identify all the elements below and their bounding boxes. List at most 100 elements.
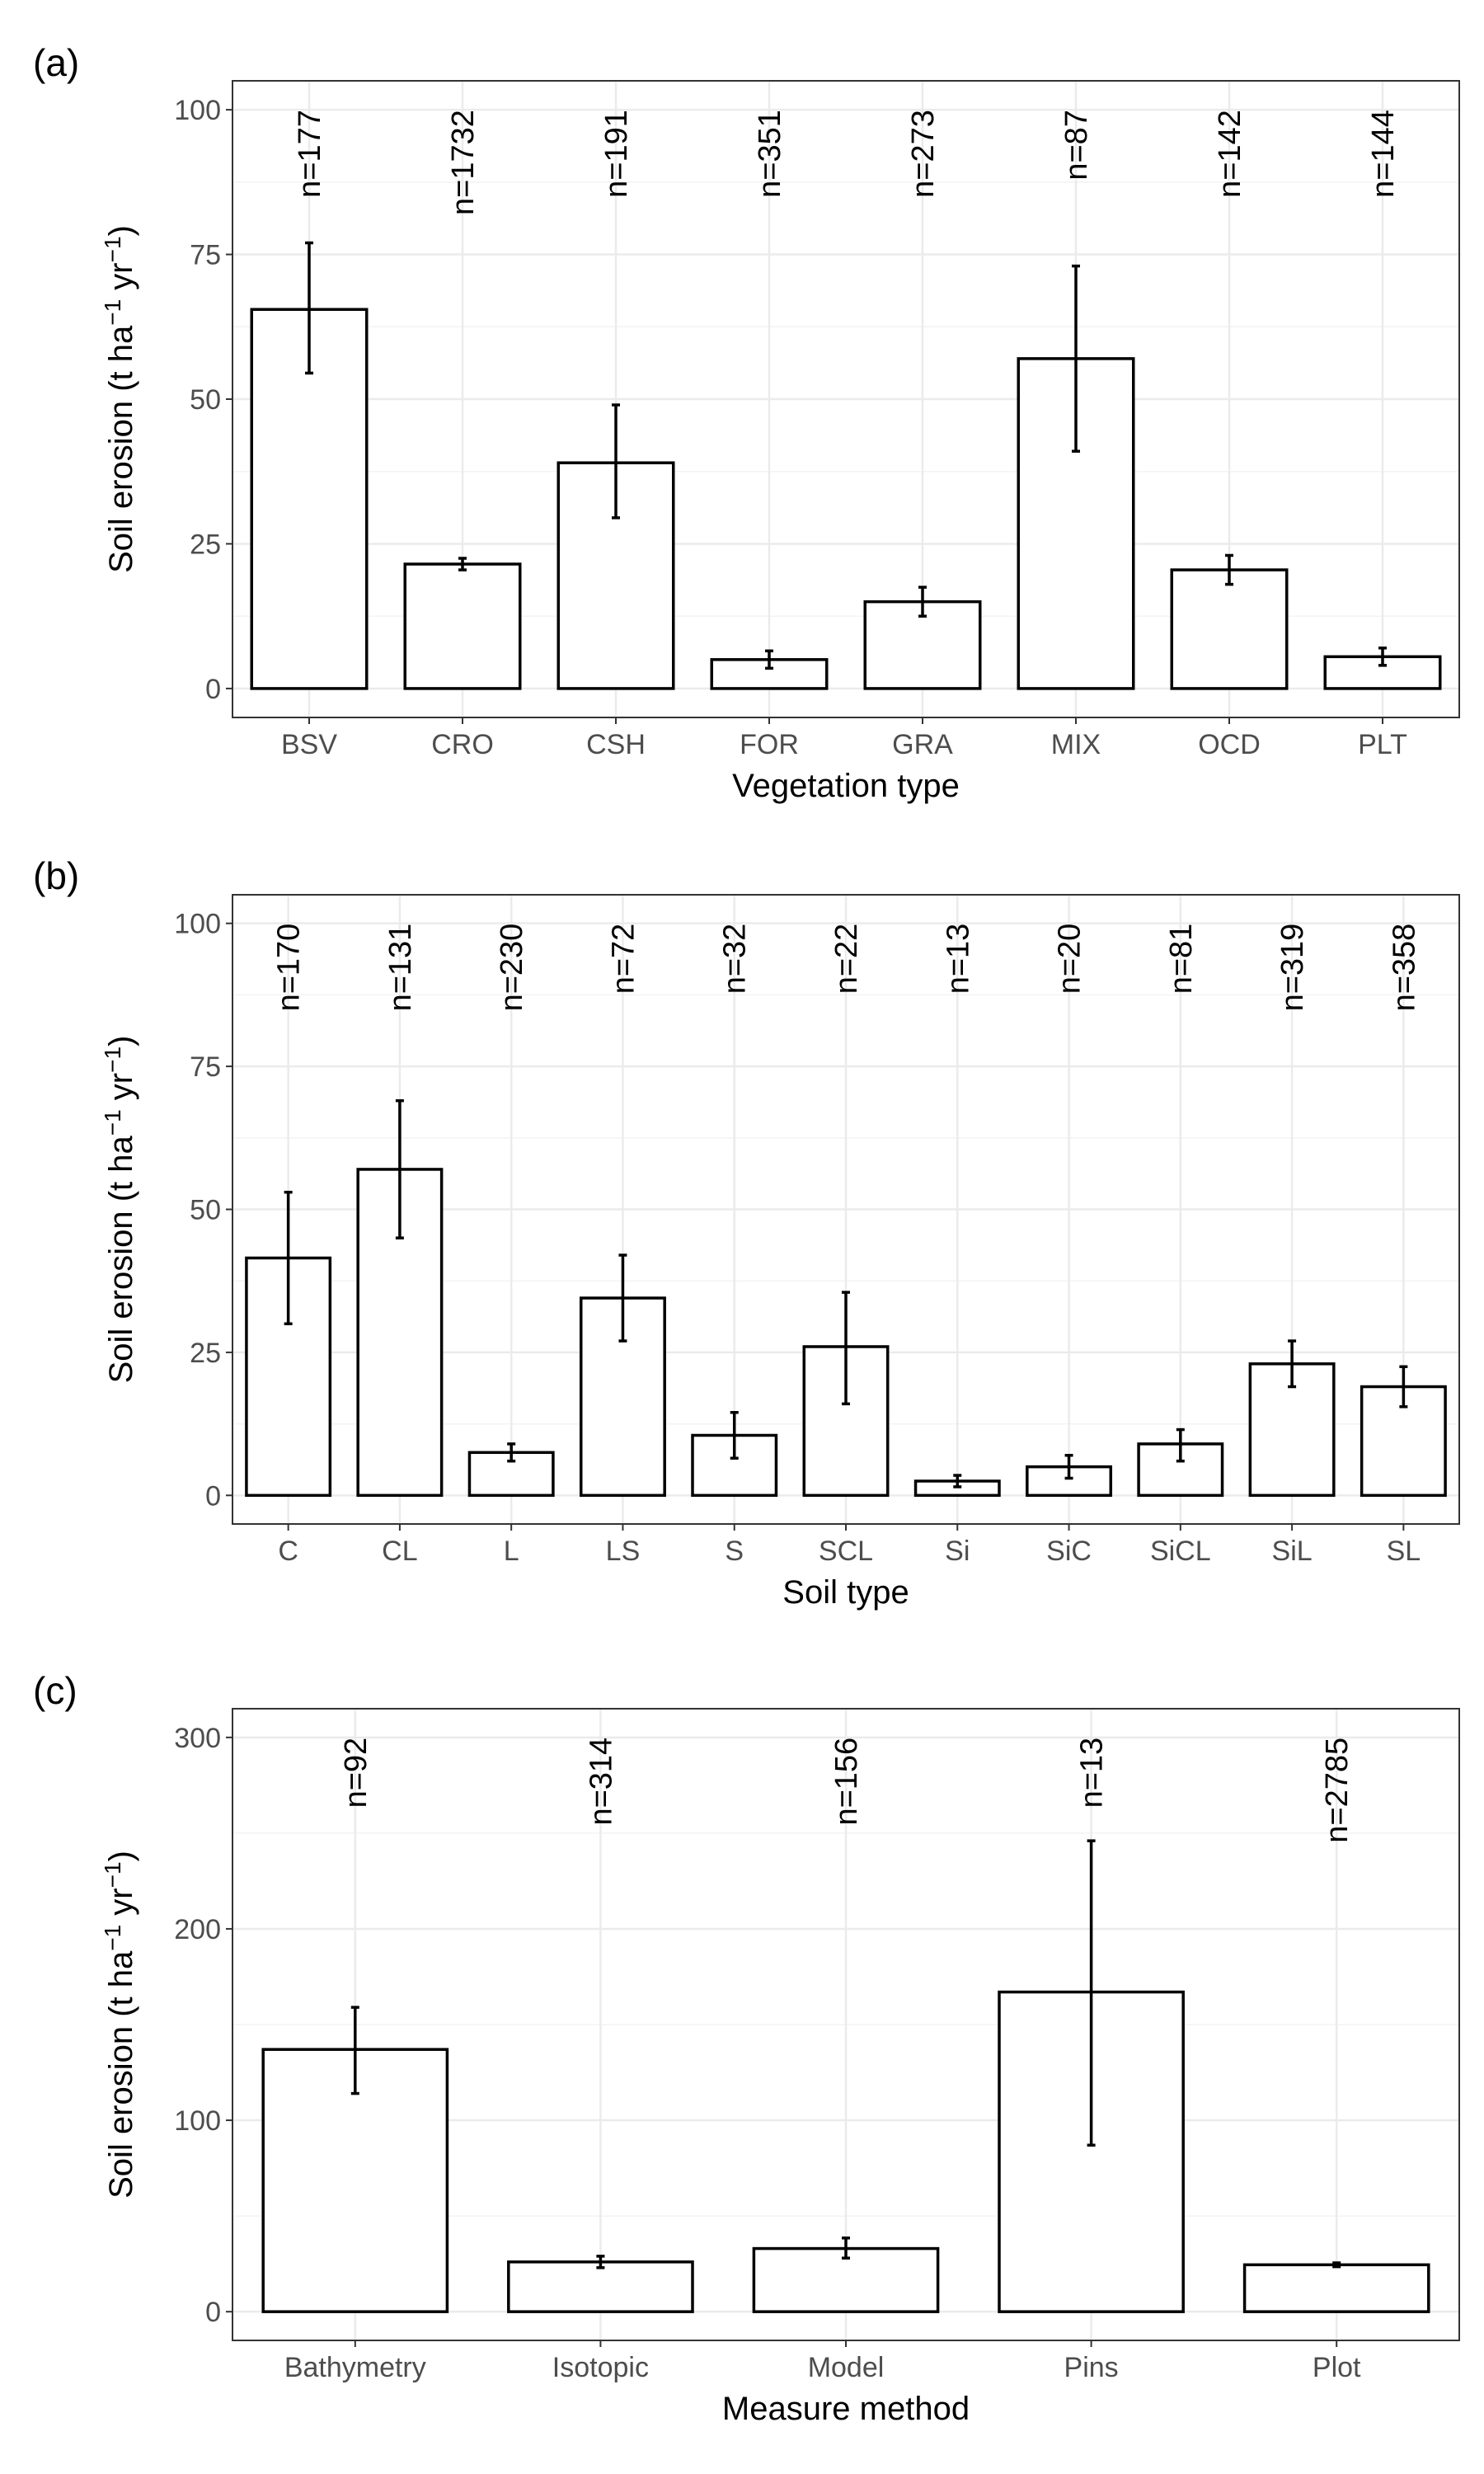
- y-tick-label: 25: [190, 1338, 221, 1369]
- n-label: n=358: [1387, 924, 1421, 1012]
- panel-label: (c): [33, 1669, 77, 1712]
- n-label: n=87: [1059, 110, 1094, 181]
- error-bar-Plot: [1332, 2261, 1341, 2269]
- y-axis-title-superscript: −1: [100, 1925, 125, 1951]
- bar-Plot: [1242, 2263, 1430, 2313]
- n-label: n=2785: [1320, 1738, 1355, 1843]
- x-tick-label: SCL: [819, 1536, 873, 1567]
- x-tick-label: SiL: [1272, 1536, 1313, 1567]
- y-axis-title-part: Soil erosion (t ha: [103, 325, 139, 573]
- error-bar-SiCL: [1176, 1427, 1185, 1463]
- n-label: n=351: [753, 110, 787, 198]
- x-axis-title: Soil type: [782, 1574, 909, 1611]
- error-bar-S: [730, 1410, 739, 1460]
- y-tick-label: 200: [174, 1914, 221, 1945]
- n-label: n=191: [599, 110, 634, 198]
- panel-c: (c) n=92 n=314 n=156 n=13 n=2785 0 100 200 300 Bat…: [33, 1669, 1460, 2427]
- n-label: n=1732: [446, 110, 481, 215]
- x-tick-label: FOR: [740, 729, 799, 760]
- x-tick-label: GRA: [892, 729, 953, 760]
- y-axis-title: Soil erosion (t ha−1 yr−1): [100, 1851, 139, 2199]
- x-tick-label: S: [725, 1536, 744, 1567]
- x-tick-label: MIX: [1051, 729, 1101, 760]
- x-tick-label: SiC: [1046, 1536, 1092, 1567]
- panel-b: (b) n=170 n=131 n=230 n=72 n=32 n=22 n=13 n=20 n=…: [33, 854, 1460, 1611]
- error-bar-L: [507, 1442, 516, 1463]
- n-label: n=131: [383, 924, 418, 1012]
- error-bar-OCD: [1225, 553, 1233, 586]
- y-axis-title-superscript: −1: [100, 299, 125, 326]
- y-axis-title-part: yr: [103, 1073, 139, 1109]
- bar-CRO: [403, 562, 522, 690]
- x-tick-label: SiCL: [1150, 1536, 1211, 1567]
- x-tick-label: CL: [382, 1536, 417, 1567]
- error-bar-SL: [1399, 1365, 1408, 1409]
- x-tick-label: Plot: [1313, 2352, 1361, 2383]
- error-bar-Si: [953, 1474, 962, 1489]
- n-label: n=177: [293, 110, 327, 198]
- y-axis-title-part: ): [103, 225, 139, 236]
- x-tick-label: Isotopic: [552, 2352, 649, 2383]
- x-axis-title: Vegetation type: [732, 768, 960, 804]
- n-label: n=273: [906, 110, 941, 198]
- n-label: n=92: [339, 1738, 373, 1808]
- y-tick-label: 300: [174, 1723, 221, 1754]
- y-axis-title-part: Soil erosion (t ha: [103, 1135, 139, 1383]
- y-axis-title-superscript: −1: [100, 236, 125, 262]
- y-tick-label: 0: [205, 2297, 221, 2328]
- error-bar-CL: [395, 1098, 404, 1239]
- y-axis-title-part: ): [103, 1851, 139, 1861]
- error-bar-FOR: [765, 649, 773, 670]
- x-axis-title: Measure method: [722, 2391, 970, 2427]
- x-tick-label: LS: [606, 1536, 641, 1567]
- x-tick-label: OCD: [1198, 729, 1261, 760]
- panel-label: (b): [33, 854, 79, 897]
- error-bar-SCL: [842, 1291, 850, 1406]
- n-label: n=230: [495, 924, 529, 1012]
- y-axis-title-part: yr: [103, 262, 139, 299]
- error-bar-C: [284, 1190, 293, 1325]
- x-tick-label: Bathymetry: [284, 2352, 426, 2383]
- y-axis-title-superscript: −1: [100, 1861, 125, 1888]
- x-tick-label: PLT: [1358, 729, 1407, 760]
- n-label: n=32: [718, 924, 753, 995]
- x-tick-label: Model: [808, 2352, 885, 2383]
- error-bar-Pins: [1087, 1839, 1096, 2147]
- error-bar-MIX: [1072, 264, 1080, 453]
- x-tick-label: C: [278, 1536, 298, 1567]
- n-label: n=144: [1366, 110, 1401, 198]
- x-tick-label: CSH: [586, 729, 646, 760]
- n-label: n=142: [1213, 110, 1247, 198]
- y-tick-label: 100: [174, 2105, 221, 2137]
- y-tick-label: 50: [190, 384, 221, 416]
- y-axis-title-part: Soil erosion (t ha: [103, 1950, 139, 2199]
- y-axis-title-superscript: −1: [100, 1047, 125, 1073]
- y-tick-label: 100: [174, 909, 221, 940]
- error-bar-Model: [842, 2236, 850, 2260]
- panel-label: (a): [33, 41, 79, 84]
- y-tick-label: 50: [190, 1195, 221, 1226]
- y-axis-title: Soil erosion (t ha−1 yr−1): [100, 225, 139, 573]
- y-axis-title-superscript: −1: [100, 1109, 125, 1136]
- y-tick-label: 25: [190, 529, 221, 560]
- error-bar-Isotopic: [596, 2255, 605, 2269]
- error-bar-CSH: [612, 403, 620, 520]
- error-bar-Bathymetry: [350, 2006, 359, 2095]
- y-axis-title-part: yr: [103, 1888, 139, 1924]
- y-tick-label: 75: [190, 240, 221, 271]
- y-axis-title: Soil erosion (t ha−1 yr−1): [100, 1036, 139, 1384]
- y-tick-label: 0: [205, 1480, 221, 1512]
- bar-Isotopic: [507, 2260, 694, 2313]
- panel-a: (a) n=177 n=1732 n=191 n=351 n=273 n=87 n=142 n=…: [33, 41, 1460, 804]
- bar-FOR: [710, 658, 829, 690]
- n-label: n=170: [272, 924, 307, 1012]
- n-label: n=22: [829, 924, 864, 995]
- n-label: n=72: [606, 924, 641, 995]
- error-bar-PLT: [1378, 647, 1387, 667]
- n-label: n=319: [1275, 924, 1310, 1012]
- y-tick-label: 0: [205, 674, 221, 705]
- n-label: n=13: [1075, 1738, 1110, 1808]
- y-tick-label: 100: [174, 95, 221, 126]
- n-label: n=81: [1164, 924, 1199, 995]
- x-tick-label: BSV: [281, 729, 337, 760]
